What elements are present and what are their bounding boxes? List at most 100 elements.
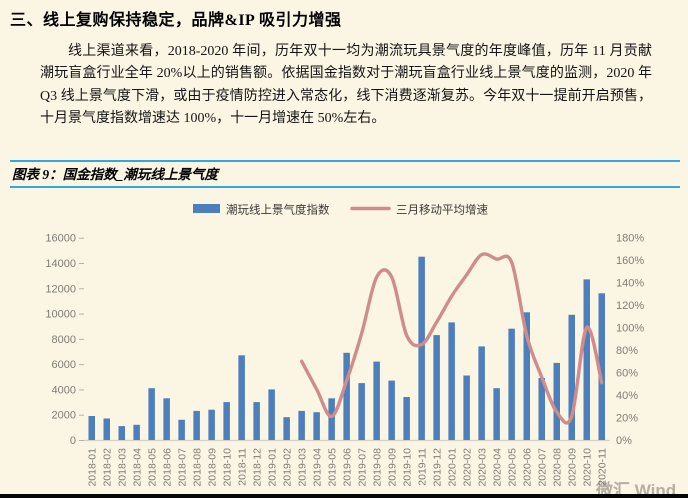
bar	[583, 279, 590, 440]
y-axis-right-label: 20%	[616, 413, 638, 425]
bar	[358, 383, 365, 440]
bar	[388, 380, 395, 440]
x-axis-label: 2019-06	[342, 448, 354, 487]
chart-area: 0 2000 4000 6000 8000 10000 12000 14000 16000 0% 2…	[0, 192, 688, 498]
y-axis-right-label: 40%	[616, 390, 638, 402]
y-axis-left-label: 0	[70, 435, 76, 447]
bar	[178, 419, 185, 440]
bar	[118, 426, 125, 440]
watermark: 微汇 Wind	[596, 481, 677, 498]
bar	[313, 412, 320, 440]
bar	[298, 410, 305, 440]
bar	[238, 355, 245, 440]
x-axis-label: 2019-02	[282, 448, 294, 487]
x-axis-label: 2018-08	[192, 448, 204, 487]
y-axis-left-label: 6000	[52, 359, 76, 371]
bar	[508, 328, 515, 440]
x-axis-label: 2018-02	[102, 448, 114, 487]
y-axis-left-label: 10000	[45, 309, 76, 321]
x-axis-label: 2018-05	[147, 448, 159, 487]
y-axis-right-label: 60%	[616, 368, 638, 380]
x-axis-label: 2019-04	[312, 448, 324, 487]
x-axis-label: 2018-10	[222, 448, 234, 487]
y-axis-left-label: 4000	[52, 384, 76, 396]
x-axis-label: 2018-12	[252, 448, 264, 487]
bar	[88, 416, 95, 440]
x-axis-label: 2020-10	[582, 448, 594, 487]
y-axis-right-label: 180%	[616, 233, 644, 245]
bar	[253, 402, 260, 440]
bar	[373, 361, 380, 440]
legend-line-label: 三月移动平均增速	[396, 203, 488, 217]
page-bottom-edge	[0, 494, 688, 498]
x-axis-label: 2020-05	[507, 448, 519, 487]
figure-header-top-rule	[10, 160, 680, 162]
bar	[448, 322, 455, 440]
x-axis-label: 2020-09	[567, 448, 579, 487]
bar	[148, 388, 155, 440]
x-axis-label: 2018-07	[177, 448, 189, 487]
y-axis-left-label: 14000	[45, 258, 76, 270]
x-axis-label: 2019-03	[297, 448, 309, 487]
x-axis-label: 2020-11	[597, 448, 609, 486]
bar	[463, 375, 470, 440]
bar	[538, 378, 545, 440]
y-axis-left-label: 2000	[52, 410, 76, 422]
bar	[103, 418, 110, 440]
x-axis-label: 2020-06	[522, 448, 534, 487]
bar	[598, 293, 605, 440]
bar	[223, 402, 230, 440]
x-axis-label: 2018-09	[207, 448, 219, 487]
x-axis-label: 2020-01	[447, 448, 459, 487]
x-axis-label: 2020-02	[462, 448, 474, 487]
x-axis-label: 2019-11	[417, 448, 429, 486]
x-axis-label: 2020-03	[477, 448, 489, 487]
bar	[208, 409, 215, 440]
bar	[568, 314, 575, 440]
bar	[343, 352, 350, 440]
x-axis-label: 2019-09	[387, 448, 399, 487]
figure-caption: 图表 9：国金指数_潮玩线上景气度	[12, 167, 218, 182]
bar	[403, 397, 410, 440]
bar	[328, 398, 335, 440]
bar	[163, 398, 170, 440]
x-axis-label: 2019-10	[402, 448, 414, 487]
legend-bar-label: 潮玩线上景气度指数	[226, 203, 330, 217]
x-axis-label: 2018-01	[87, 448, 99, 487]
figure-header-bottom-rule	[10, 186, 680, 188]
bar	[433, 335, 440, 440]
y-axis-right-label: 160%	[616, 255, 644, 267]
bar	[523, 312, 530, 440]
x-axis-label: 2019-01	[267, 448, 279, 487]
y-axis-right-label: 140%	[616, 278, 644, 290]
bar	[268, 389, 275, 440]
bar	[493, 388, 500, 440]
bar	[283, 417, 290, 440]
x-axis-label: 2019-05	[327, 448, 339, 487]
x-axis-label: 2018-06	[162, 448, 174, 487]
x-axis-label: 2019-08	[372, 448, 384, 487]
y-axis-right-label: 0%	[616, 435, 632, 447]
bar	[478, 346, 485, 440]
bar	[193, 410, 200, 440]
x-axis-label: 2019-12	[432, 448, 444, 487]
y-axis-right-label: 100%	[616, 323, 644, 335]
x-axis-label: 2019-07	[357, 448, 369, 487]
x-axis-label: 2018-11	[237, 448, 249, 486]
bar	[133, 424, 140, 440]
x-axis-label: 2020-04	[492, 448, 504, 487]
online-sentiment-combo-chart: 0 2000 4000 6000 8000 10000 12000 14000 16000 0% 2…	[45, 203, 644, 487]
bar	[418, 256, 425, 440]
section-heading: 三、线上复购保持稳定，品牌&IP 吸引力增强	[10, 12, 342, 29]
x-axis-label: 2018-04	[132, 448, 144, 487]
trend-line	[300, 252, 604, 425]
x-axis-label: 2020-07	[537, 448, 549, 487]
y-axis-left-label: 8000	[52, 334, 76, 346]
y-axis-right-label: 80%	[616, 345, 638, 357]
x-axis-label: 2018-03	[117, 448, 129, 487]
y-axis-left-label: 12000	[45, 283, 76, 295]
body-paragraph: 线上渠道来看，2018-2020 年间，历年双十一均为潮流玩具景气度的年度峰值，…	[40, 44, 652, 127]
y-axis-left-label: 16000	[45, 233, 76, 245]
bar	[553, 362, 560, 440]
